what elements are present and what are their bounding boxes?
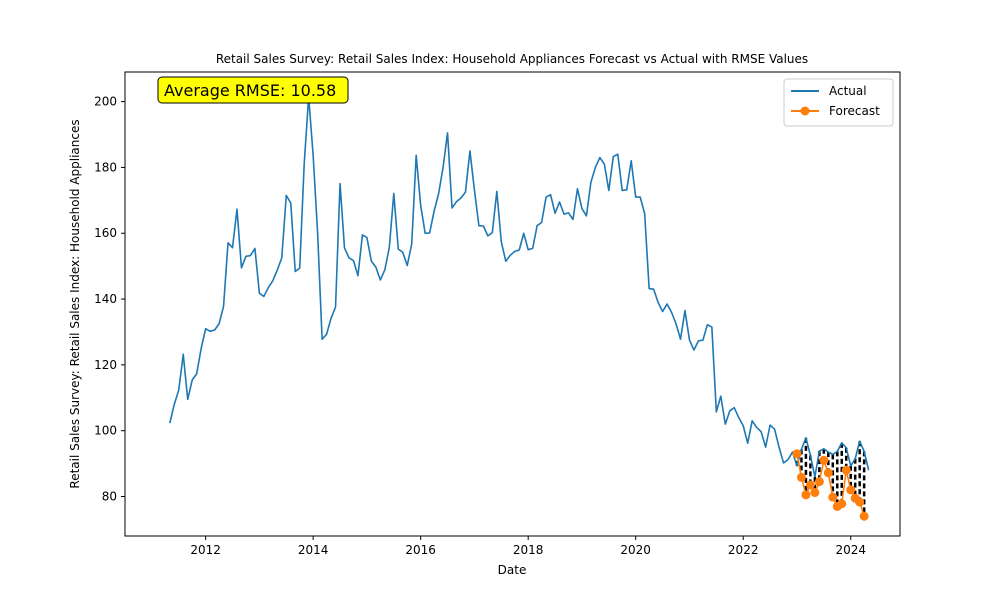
- y-axis-label: Retail Sales Survey: Retail Sales Index:…: [68, 119, 82, 488]
- y-tick-label-100: 100: [94, 424, 117, 438]
- x-tick-label-2014: 2014: [298, 543, 329, 557]
- legend-forecast-marker: [800, 106, 810, 116]
- y-tick-label-80: 80: [102, 490, 117, 504]
- y-axis: 80 100 120 140 160 180 200: [94, 95, 125, 504]
- plot-frame: [124, 71, 901, 537]
- x-tick-label-2020: 2020: [620, 543, 651, 557]
- forecast-point: [796, 472, 806, 482]
- series-forecast-line: [796, 453, 865, 517]
- legend-actual-label: Actual: [829, 84, 867, 98]
- forecast-point: [828, 492, 838, 502]
- x-axis: 2012 2014 2016 2018 2020 2022 2024: [190, 536, 866, 557]
- forecast-point: [859, 511, 869, 521]
- forecast-point: [814, 477, 824, 487]
- y-tick-label-160: 160: [94, 226, 117, 240]
- forecast-point: [855, 497, 865, 507]
- forecast-point: [792, 449, 802, 459]
- rmse-annotation-box: [157, 76, 349, 104]
- series-group: [169, 95, 870, 521]
- y-tick-label-180: 180: [94, 160, 117, 174]
- forecast-point: [846, 485, 856, 495]
- x-tick-label-2018: 2018: [513, 543, 544, 557]
- forecast-point: [837, 499, 847, 509]
- legend: Actual Forecast: [783, 78, 894, 127]
- forecast-point: [805, 480, 815, 490]
- x-tick-label-2024: 2024: [835, 543, 866, 557]
- y-tick-label-120: 120: [94, 358, 117, 372]
- x-tick-label-2022: 2022: [728, 543, 759, 557]
- forecast-point: [819, 455, 829, 465]
- x-tick-label-2016: 2016: [405, 543, 436, 557]
- error-lines: [795, 437, 866, 517]
- rmse-annotation-text: Average RMSE: 10.58: [164, 81, 336, 100]
- forecast-point: [801, 490, 811, 500]
- rmse-annotation: Average RMSE: 10.58: [157, 76, 349, 104]
- x-tick-label-2012: 2012: [190, 543, 221, 557]
- forecast-point: [810, 488, 820, 498]
- forecast-point: [823, 468, 833, 478]
- forecast-point: [841, 465, 851, 475]
- series-actual-line: [169, 95, 870, 478]
- y-tick-label-200: 200: [94, 95, 117, 109]
- x-axis-label: Date: [498, 563, 527, 577]
- chart-title: Retail Sales Survey: Retail Sales Index:…: [216, 52, 808, 66]
- y-tick-label-140: 140: [94, 292, 117, 306]
- legend-forecast-label: Forecast: [829, 104, 880, 118]
